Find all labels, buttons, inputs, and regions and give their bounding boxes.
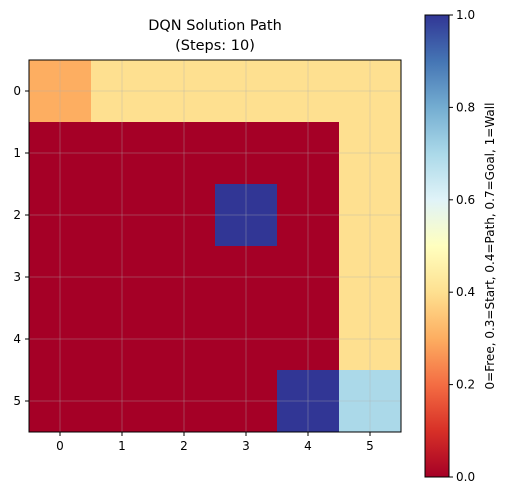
heatmap-cell (215, 308, 278, 371)
chart-title: DQN Solution Path (148, 18, 282, 34)
heatmap-cell (153, 122, 216, 185)
heatmap-cell (215, 184, 278, 247)
heatmap-cell (91, 122, 154, 185)
heatmap-cell (29, 370, 92, 433)
colorbar-tick-label: 0.0 (456, 470, 475, 484)
heatmap-cell (29, 246, 92, 309)
heatmap-cell (91, 184, 154, 247)
y-tick-label: 4 (13, 332, 21, 346)
x-tick-label: 2 (180, 439, 188, 453)
heatmap-cell (153, 308, 216, 371)
heatmap-cell (91, 370, 154, 433)
y-tick-label: 0 (13, 84, 21, 98)
y-tick-label: 2 (13, 208, 21, 222)
heatmap-cell (153, 60, 216, 123)
y-tick-label: 5 (13, 394, 21, 408)
heatmap-cell (339, 246, 402, 309)
heatmap-cell (153, 184, 216, 247)
heatmap-cell (339, 60, 402, 123)
heatmap-cell (153, 370, 216, 433)
heatmap-cell (29, 122, 92, 185)
heatmap-cell (277, 122, 340, 185)
x-tick-label: 5 (366, 439, 374, 453)
colorbar-ticks: 0.0 0.2 0.4 0.6 0.8 1.0 (449, 8, 475, 484)
heatmap-cell (277, 370, 340, 433)
y-tick-label: 1 (13, 146, 21, 160)
heatmap-cell (277, 308, 340, 371)
plot-frame (28, 59, 402, 433)
heatmap-cell (339, 122, 402, 185)
y-tick-label: 3 (13, 270, 21, 284)
heatmap-cell (339, 370, 402, 433)
colorbar-frame (424, 14, 450, 478)
chart-subtitle: (Steps: 10) (175, 38, 255, 54)
colorbar-tick-label: 0.6 (456, 193, 475, 207)
colorbar-tick-label: 1.0 (456, 8, 475, 22)
heatmap-cell (215, 122, 278, 185)
heatmap-cell (29, 308, 92, 371)
colorbar-tick-label: 0.8 (456, 100, 475, 114)
heatmap-cell (215, 60, 278, 123)
heatmap-cell (91, 308, 154, 371)
x-tick-label: 1 (118, 439, 126, 453)
heatmap-cell (277, 246, 340, 309)
heatmap-cell (215, 370, 278, 433)
colorbar (425, 15, 449, 477)
heatmap-cell (91, 60, 154, 123)
heatmap-cell (153, 246, 216, 309)
heatmap-cell (215, 246, 278, 309)
heatmap-cell (277, 184, 340, 247)
heatmap-cell (339, 308, 402, 371)
colorbar-tick-label: 0.4 (456, 285, 475, 299)
heatmap-cell (277, 60, 340, 123)
y-axis-ticks: 0 1 2 3 4 5 (13, 84, 29, 408)
heatmap-cells (29, 60, 402, 433)
colorbar-tick-label: 0.2 (456, 378, 475, 392)
x-tick-label: 0 (56, 439, 64, 453)
heatmap-cell (29, 184, 92, 247)
x-tick-label: 3 (242, 439, 250, 453)
heatmap-cell (339, 184, 402, 247)
grid-lines (29, 60, 401, 432)
heatmap-cell (91, 246, 154, 309)
colorbar-label: 0=Free, 0.3=Start, 0.4=Path, 0.7=Goal, 1… (483, 103, 497, 390)
x-tick-label: 4 (304, 439, 312, 453)
heatmap-cell (29, 60, 92, 123)
x-axis-ticks: 0 1 2 3 4 5 (56, 432, 374, 453)
